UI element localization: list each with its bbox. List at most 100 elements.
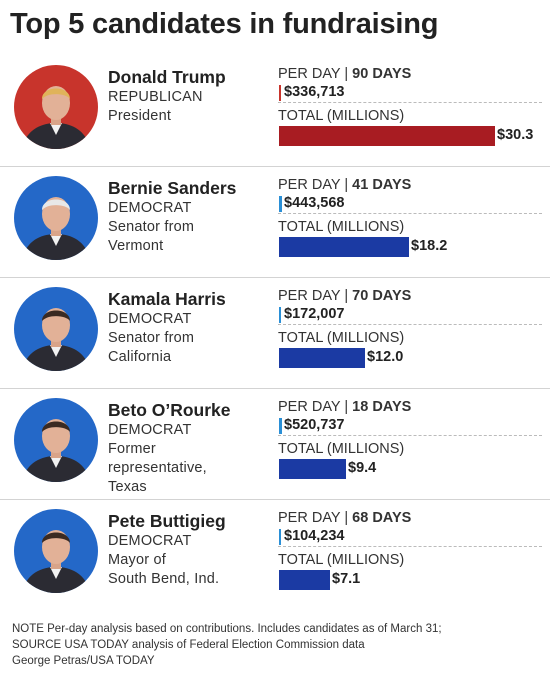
per-day-row: $520,737 xyxy=(278,416,542,436)
candidate-party: DEMOCRAT xyxy=(108,200,192,216)
candidate-row: Donald Trump REPUBLICAN President PER DAY |… xyxy=(0,56,550,167)
per-day-label: PER DAY | 68 DAYS xyxy=(278,509,542,527)
total-row: $12.0 xyxy=(278,348,542,370)
per-day-tick xyxy=(279,85,281,101)
per-day-series-label: PER DAY xyxy=(278,399,341,415)
candidate-info: Kamala Harris DEMOCRAT Senator from Califor… xyxy=(108,289,270,367)
candidate-office-line: representative, xyxy=(108,460,207,476)
per-day-label: PER DAY | 90 DAYS xyxy=(278,65,542,83)
per-day-value: $172,007 xyxy=(284,306,345,322)
candidate-row: Beto O’Rourke DEMOCRAT Former representativ… xyxy=(0,389,550,500)
total-bar xyxy=(279,570,330,590)
candidate-photo xyxy=(14,398,98,482)
total-bar xyxy=(279,237,409,257)
days-unit: DAYS xyxy=(372,66,412,82)
total-value: $12.0 xyxy=(367,349,404,365)
days-count: 18 xyxy=(352,399,369,415)
per-day-series-label: PER DAY xyxy=(278,177,341,193)
candidate-office-line: Senator from xyxy=(108,330,195,346)
candidate-name: Bernie Sanders xyxy=(108,178,237,198)
per-day-series-label: PER DAY xyxy=(278,510,341,526)
candidate-info: Donald Trump REPUBLICAN President xyxy=(108,67,270,126)
total-label: TOTAL (MILLIONS) xyxy=(278,552,405,568)
candidate-name: Donald Trump xyxy=(108,67,226,87)
days-count: 68 xyxy=(352,510,369,526)
per-day-tick xyxy=(279,529,281,545)
per-day-value: $104,234 xyxy=(284,528,345,544)
candidate-row: Bernie Sanders DEMOCRAT Senator from Vermon… xyxy=(0,167,550,278)
candidate-name: Kamala Harris xyxy=(108,289,226,309)
footer: NOTE Per-day analysis based on contribut… xyxy=(12,621,442,669)
total-row: $9.4 xyxy=(278,459,542,481)
per-day-value: $336,713 xyxy=(284,84,345,100)
days-unit: DAYS xyxy=(372,177,412,193)
portrait-icon xyxy=(14,65,98,149)
candidate-photo xyxy=(14,176,98,260)
per-day-tick xyxy=(279,196,282,212)
candidate-stats: PER DAY | 90 DAYS $336,713 TOTAL (MILLIONS… xyxy=(278,65,542,148)
candidate-stats: PER DAY | 70 DAYS $172,007 TOTAL (MILLIONS… xyxy=(278,287,542,370)
days-count: 70 xyxy=(352,288,369,304)
candidate-office-line: Vermont xyxy=(108,238,164,254)
total-label: TOTAL (MILLIONS) xyxy=(278,219,405,235)
candidate-info: Beto O’Rourke DEMOCRAT Former representativ… xyxy=(108,400,270,497)
candidate-party: DEMOCRAT xyxy=(108,422,192,438)
candidate-office-line: Senator from xyxy=(108,219,195,235)
candidate-stats: PER DAY | 68 DAYS $104,234 TOTAL (MILLIONS… xyxy=(278,509,542,592)
portrait-icon xyxy=(14,176,98,260)
candidate-office-line: Texas xyxy=(108,479,147,495)
separator: | xyxy=(340,66,353,82)
candidate-party: DEMOCRAT xyxy=(108,311,192,327)
candidate-office-line: Former xyxy=(108,441,156,457)
candidate-photo xyxy=(14,509,98,593)
total-bar xyxy=(279,348,365,368)
total-row: $30.3 xyxy=(278,126,542,148)
footer-credit: George Petras/USA TODAY xyxy=(12,655,155,667)
per-day-label: PER DAY | 70 DAYS xyxy=(278,287,542,305)
per-day-row: $104,234 xyxy=(278,527,542,547)
per-day-row: $336,713 xyxy=(278,83,542,103)
days-count: 41 xyxy=(352,177,369,193)
candidate-party: DEMOCRAT xyxy=(108,533,192,549)
total-value: $18.2 xyxy=(411,238,448,254)
candidate-office-line: Mayor of xyxy=(108,552,167,568)
total-label: TOTAL (MILLIONS) xyxy=(278,330,405,346)
total-bar xyxy=(279,459,346,479)
days-count: 90 xyxy=(352,66,369,82)
per-day-row: $172,007 xyxy=(278,305,542,325)
candidate-name: Beto O’Rourke xyxy=(108,400,231,420)
portrait-icon xyxy=(14,287,98,371)
portrait-icon xyxy=(14,509,98,593)
candidate-list: Donald Trump REPUBLICAN President PER DAY |… xyxy=(0,56,550,616)
total-bar xyxy=(279,126,495,146)
days-unit: DAYS xyxy=(372,399,412,415)
total-value: $30.3 xyxy=(497,127,534,143)
total-label: TOTAL (MILLIONS) xyxy=(278,108,405,124)
footer-source: SOURCE USA TODAY analysis of Federal Ele… xyxy=(12,639,365,651)
candidate-info: Bernie Sanders DEMOCRAT Senator from Vermon… xyxy=(108,178,270,256)
total-row: $7.1 xyxy=(278,570,542,592)
total-value: $7.1 xyxy=(332,571,361,587)
candidate-info: Pete Buttigieg DEMOCRAT Mayor of South Bend… xyxy=(108,511,270,589)
per-day-tick xyxy=(279,418,282,434)
candidate-photo xyxy=(14,65,98,149)
per-day-row: $443,568 xyxy=(278,194,542,214)
per-day-value: $520,737 xyxy=(284,417,345,433)
total-label: TOTAL (MILLIONS) xyxy=(278,441,405,457)
per-day-series-label: PER DAY xyxy=(278,66,341,82)
per-day-label: PER DAY | 18 DAYS xyxy=(278,398,542,416)
total-row: $18.2 xyxy=(278,237,542,259)
candidate-office-line: President xyxy=(108,108,172,124)
candidate-stats: PER DAY | 18 DAYS $520,737 TOTAL (MILLIONS… xyxy=(278,398,542,481)
portrait-icon xyxy=(14,398,98,482)
separator: | xyxy=(340,399,353,415)
per-day-tick xyxy=(279,307,281,323)
candidate-name: Pete Buttigieg xyxy=(108,511,226,531)
separator: | xyxy=(340,177,353,193)
total-value: $9.4 xyxy=(348,460,377,476)
per-day-value: $443,568 xyxy=(284,195,345,211)
days-unit: DAYS xyxy=(372,510,412,526)
separator: | xyxy=(340,288,353,304)
candidate-party: REPUBLICAN xyxy=(108,89,203,105)
candidate-office-line: South Bend, Ind. xyxy=(108,571,220,587)
